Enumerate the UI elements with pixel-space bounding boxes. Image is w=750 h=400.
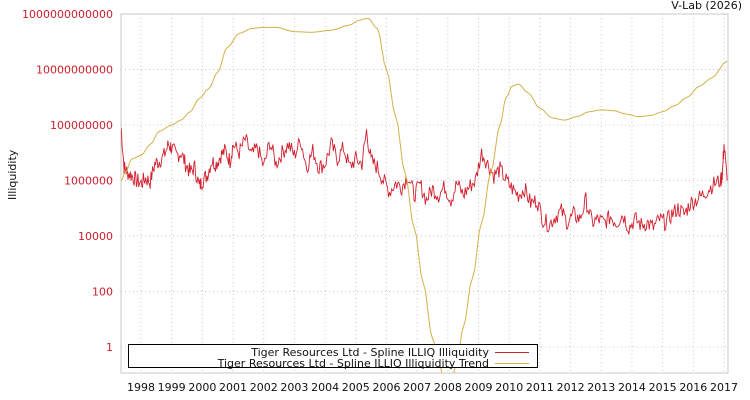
- x-tick-label: 2012: [557, 381, 585, 394]
- y-tick-label: 10000: [78, 230, 113, 243]
- x-tick-label: 1999: [158, 381, 186, 394]
- y-tick-label: 100000000: [50, 119, 113, 132]
- x-tick-label: 2001: [219, 381, 247, 394]
- y-tick-label: 1000000000000: [22, 8, 113, 21]
- illiquidity-series-line: [121, 127, 728, 235]
- legend-item-illiquidity: Tiger Resources Ltd - Spline ILLIQ Illiq…: [251, 345, 529, 359]
- x-tick-label: 2015: [649, 381, 677, 394]
- x-tick-label: 2011: [526, 381, 554, 394]
- plot-frame: [120, 13, 729, 374]
- x-tick-label: 2006: [372, 381, 400, 394]
- x-tick-label: 2002: [250, 381, 278, 394]
- x-tick-label: 2016: [679, 381, 707, 394]
- y-tick-label: 10000000000: [36, 64, 113, 77]
- x-tick-label: 1998: [127, 381, 155, 394]
- x-tick-label: 2000: [188, 381, 216, 394]
- x-tick-label: 2009: [465, 381, 493, 394]
- illiquidity-trend-line: [121, 17, 728, 373]
- legend-swatch-red: [495, 351, 529, 353]
- y-tick-label: 1000000: [64, 175, 113, 188]
- y-tick-label: 100: [92, 286, 113, 299]
- x-tick-label: 2017: [710, 381, 738, 394]
- legend-item-trend: Tiger Resources Ltd - Spline ILLIQ Illiq…: [217, 356, 529, 370]
- chart-legend: Tiger Resources Ltd - Spline ILLIQ Illiq…: [128, 344, 538, 370]
- x-tick-label: 2014: [618, 381, 646, 394]
- legend-label: Tiger Resources Ltd - Spline ILLIQ Illiq…: [251, 345, 489, 359]
- y-tick-label: 1: [106, 341, 113, 354]
- x-tick-label: 2008: [434, 381, 462, 394]
- x-tick-label: 2007: [403, 381, 431, 394]
- x-tick-label: 2003: [280, 381, 308, 394]
- x-tick-label: 2005: [342, 381, 370, 394]
- legend-swatch-gold: [495, 362, 529, 364]
- x-tick-label: 2010: [495, 381, 523, 394]
- x-tick-label: 2004: [311, 381, 339, 394]
- legend-label: Tiger Resources Ltd - Spline ILLIQ Illiq…: [217, 356, 489, 370]
- watermark: V-Lab (2026): [671, 0, 742, 12]
- y-axis-ticks: 1 100 10000 1000000 100000000 10000000000 1000…: [22, 8, 113, 354]
- x-tick-label: 2013: [587, 381, 615, 394]
- x-axis-ticks: 1998 1999 2000 2001 2002 2003 2004 2005 2006 2007…: [127, 381, 738, 394]
